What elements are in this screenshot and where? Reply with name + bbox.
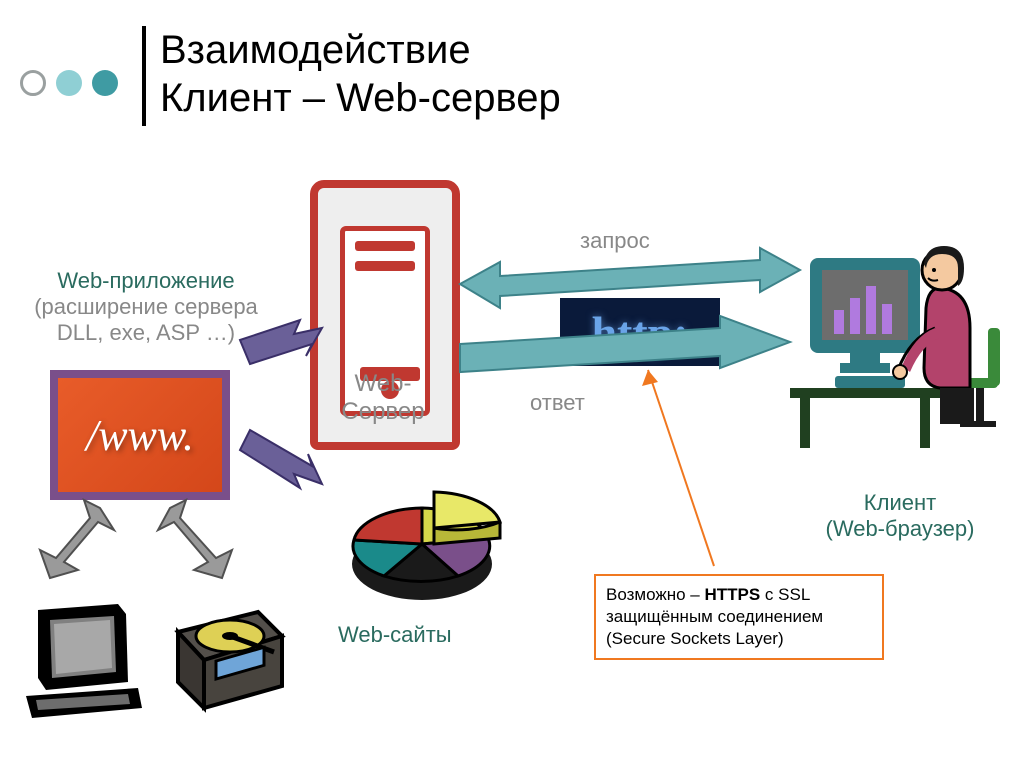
title-divider bbox=[142, 26, 146, 126]
note-line1b: с SSL bbox=[760, 585, 810, 604]
small-computer-icon bbox=[18, 600, 148, 730]
www-text: /www. bbox=[86, 410, 194, 461]
dot-3 bbox=[92, 70, 118, 96]
server-slot bbox=[355, 261, 415, 271]
www-server-arrows bbox=[222, 320, 332, 500]
client-sub: (Web-браузер) bbox=[826, 516, 975, 541]
note-line1a: Возможно – bbox=[606, 585, 704, 604]
note-arrow bbox=[640, 360, 760, 580]
note-line3: (Secure Sockets Layer) bbox=[606, 629, 784, 648]
client-title: Клиент bbox=[864, 490, 936, 515]
pie-chart-icon bbox=[340, 480, 510, 620]
title-line1: Взаимодействие bbox=[160, 28, 471, 72]
web-app-title: Web-приложение bbox=[26, 268, 266, 294]
dot-2 bbox=[56, 70, 82, 96]
title-line2: Клиент – Web-сервер bbox=[160, 76, 561, 120]
dot-1 bbox=[20, 70, 46, 96]
web-server-label: Web- Сервер bbox=[318, 370, 448, 426]
www-box: /www. bbox=[50, 370, 230, 500]
client-figure bbox=[790, 228, 1010, 458]
page-title: Взаимодействие Клиент – Web-сервер bbox=[160, 26, 561, 122]
note-bold: HTTPS bbox=[704, 585, 760, 604]
hdd-icon bbox=[164, 598, 294, 728]
server-slot bbox=[355, 241, 415, 251]
request-response-arrows bbox=[460, 248, 800, 378]
header-dots bbox=[20, 70, 118, 96]
note-line2: защищённым соединением bbox=[606, 607, 823, 626]
response-label: ответ bbox=[530, 390, 585, 416]
web-sites-label: Web-сайты bbox=[338, 622, 452, 648]
client-label: Клиент (Web-браузер) bbox=[810, 490, 990, 542]
https-note: Возможно – HTTPS с SSL защищённым соедин… bbox=[594, 574, 884, 660]
